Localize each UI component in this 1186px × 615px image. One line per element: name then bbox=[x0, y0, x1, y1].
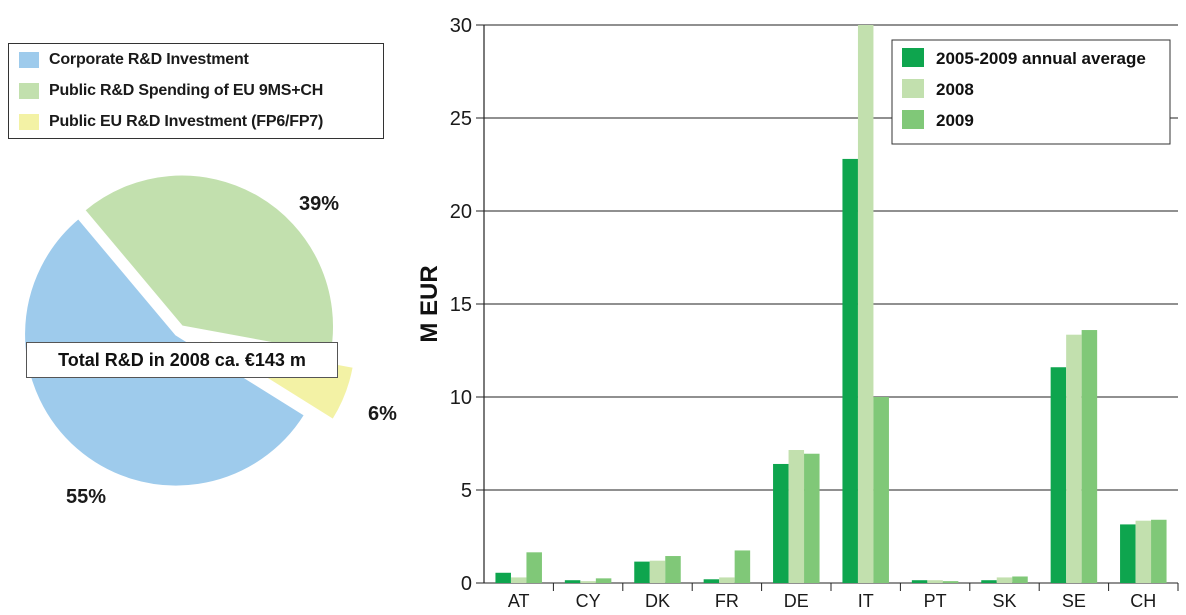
total-rd-annotation: Total R&D in 2008 ca. €143 m bbox=[26, 342, 338, 378]
y-tick-label: 0 bbox=[461, 573, 472, 595]
bar-fr-series-1 bbox=[719, 577, 735, 583]
pie-legend-item-eu: Public EU R&D Investment (FP6/FP7) bbox=[19, 110, 323, 134]
pie-legend-item-corporate: Corporate R&D Investment bbox=[19, 48, 249, 72]
legend-label-eu: Public EU R&D Investment (FP6/FP7) bbox=[49, 113, 324, 130]
legend-label-public: Public R&D Spending of EU 9MS+CH bbox=[49, 82, 324, 99]
legend-swatch-public bbox=[19, 83, 39, 99]
y-tick-label: 5 bbox=[461, 480, 472, 502]
bar-pt-series-1 bbox=[927, 580, 943, 583]
bar-ch-series-1 bbox=[1135, 520, 1152, 583]
x-tick-label: FR bbox=[715, 591, 739, 611]
bar-sk-series-1 bbox=[996, 577, 1013, 583]
bar-cy-series-2 bbox=[595, 578, 612, 583]
bar-fr-series-2 bbox=[734, 550, 751, 583]
bar-ch-series-0 bbox=[1120, 524, 1136, 583]
bar-pt-series-2 bbox=[942, 581, 959, 583]
bar-dk-series-0 bbox=[634, 561, 650, 583]
pie-legend: Corporate R&D Investment Public R&D Spen… bbox=[8, 43, 384, 139]
bar-legend-swatch bbox=[902, 110, 924, 129]
bar-legend-swatch bbox=[902, 79, 924, 98]
bar-se-series-0 bbox=[1050, 367, 1067, 583]
y-axis-label: M EUR bbox=[416, 265, 443, 342]
bar-legend-label: 2005-2009 annual average bbox=[936, 49, 1146, 68]
bar-legend-label: 2008 bbox=[936, 80, 974, 99]
bar-se-series-2 bbox=[1081, 330, 1098, 583]
bar-legend bbox=[891, 39, 1171, 145]
bar-cy-series-1 bbox=[580, 581, 596, 583]
bar-de-series-1 bbox=[788, 450, 805, 583]
bar-legend-label: 2009 bbox=[936, 111, 974, 130]
bar-sk-series-2 bbox=[1012, 576, 1028, 583]
y-tick-label: 20 bbox=[450, 201, 472, 223]
bar-legend-swatch bbox=[902, 48, 924, 67]
pie-slice-public bbox=[82, 173, 335, 356]
bar-dk-series-2 bbox=[665, 556, 681, 583]
bar-pt-series-0 bbox=[911, 580, 928, 583]
pie-percent-corporate: 55% bbox=[66, 486, 107, 508]
legend-swatch-corporate bbox=[19, 52, 39, 68]
x-tick-label: CH bbox=[1130, 591, 1156, 611]
bar-it-series-0 bbox=[842, 158, 858, 584]
x-tick-label: DK bbox=[645, 591, 670, 611]
bar-ch-series-2 bbox=[1151, 519, 1167, 583]
x-tick-label: CY bbox=[576, 591, 601, 611]
bar-sk-series-0 bbox=[981, 580, 997, 583]
y-tick-label: 30 bbox=[450, 15, 472, 37]
legend-swatch-eu bbox=[19, 114, 39, 130]
bar-it-series-1 bbox=[857, 25, 874, 583]
x-tick-label: SK bbox=[992, 591, 1016, 611]
bar-cy-series-0 bbox=[564, 580, 581, 583]
pie-percent-public: 39% bbox=[299, 193, 340, 215]
y-tick-label: 10 bbox=[450, 387, 472, 409]
bar-fr-series-0 bbox=[703, 579, 720, 583]
y-tick-label: 15 bbox=[450, 294, 472, 316]
bar-at-series-2 bbox=[526, 552, 542, 583]
x-tick-label: AT bbox=[508, 591, 530, 611]
bar-it-series-2 bbox=[873, 397, 889, 583]
bar-dk-series-1 bbox=[649, 560, 666, 583]
y-tick-label: 25 bbox=[450, 108, 472, 130]
x-tick-label: IT bbox=[858, 591, 874, 611]
bar-de-series-0 bbox=[773, 463, 789, 583]
bar-at-series-0 bbox=[495, 572, 511, 583]
legend-label-corporate: Corporate R&D Investment bbox=[49, 51, 249, 68]
bar-at-series-1 bbox=[510, 577, 527, 583]
x-tick-label: PT bbox=[924, 591, 947, 611]
pie-percent-eu: 6% bbox=[368, 403, 397, 425]
bar-de-series-2 bbox=[804, 453, 820, 583]
bar-se-series-1 bbox=[1066, 334, 1082, 583]
x-tick-label: SE bbox=[1062, 591, 1086, 611]
x-tick-label: DE bbox=[784, 591, 809, 611]
pie-legend-item-public: Public R&D Spending of EU 9MS+CH bbox=[19, 79, 323, 103]
